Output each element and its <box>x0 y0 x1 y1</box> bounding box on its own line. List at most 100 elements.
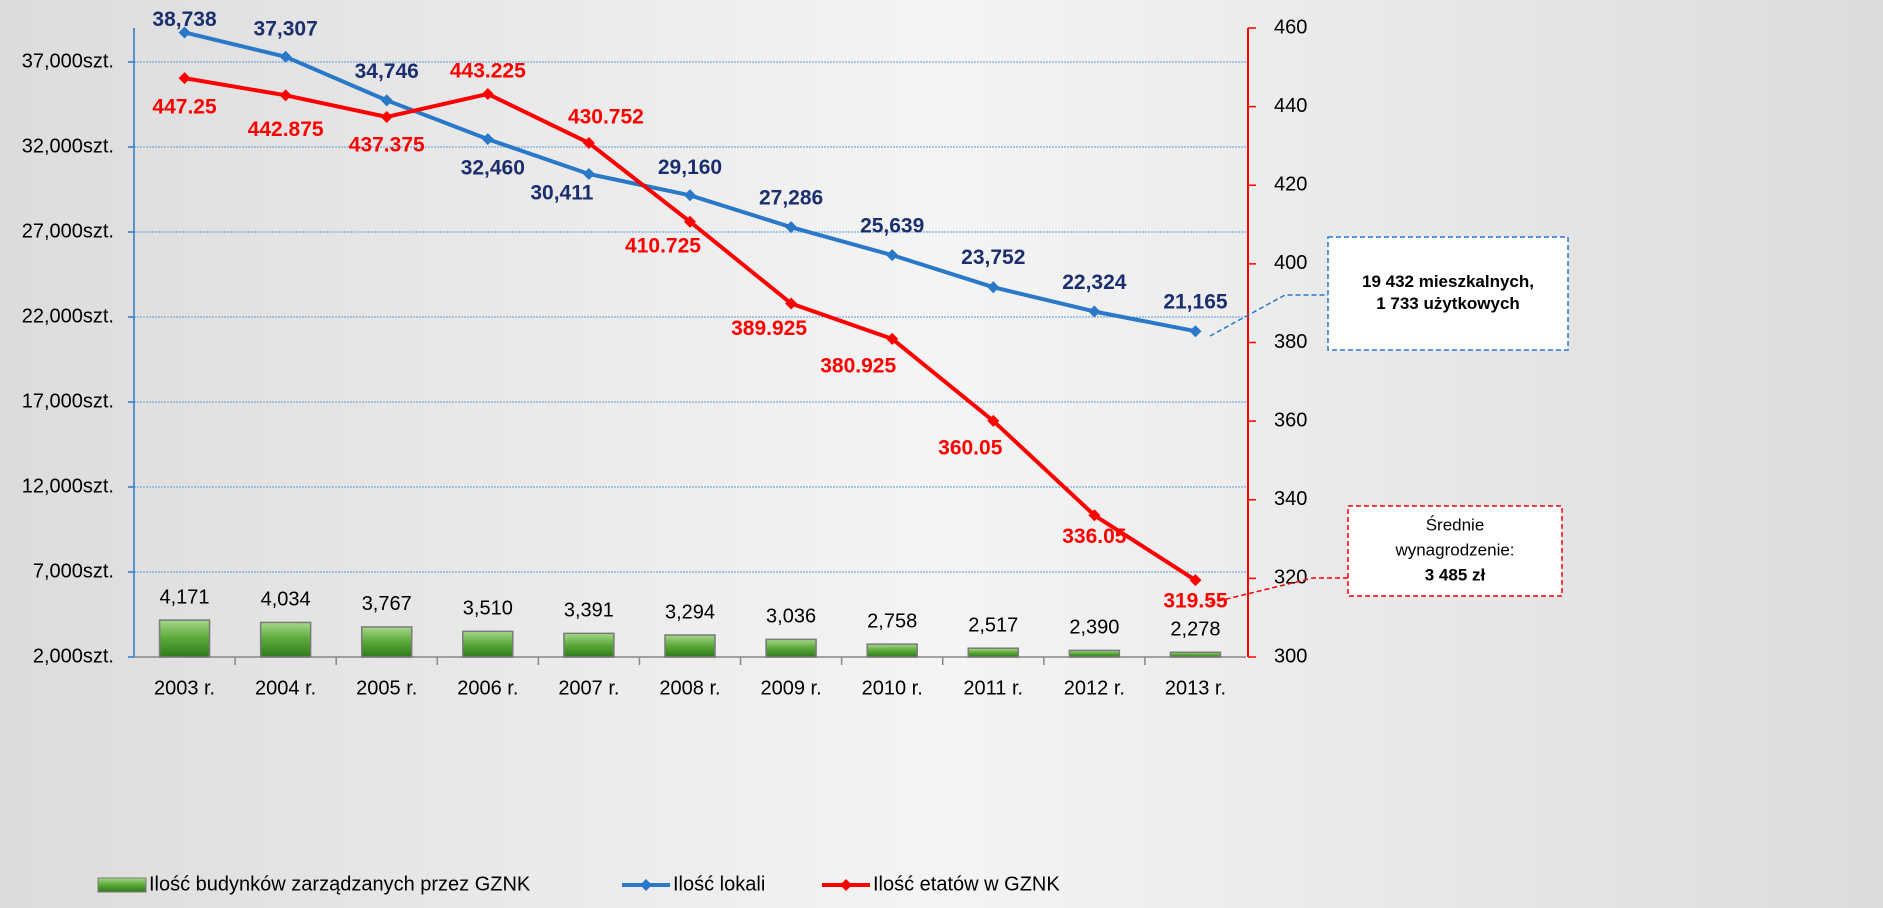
bar-value-label: 4,034 <box>261 589 311 611</box>
y2-tick-label: 400 <box>1274 252 1307 274</box>
y2-tick-label: 460 <box>1274 16 1307 38</box>
point-value-label: 336.05 <box>1062 525 1127 548</box>
bar <box>158 619 211 658</box>
point-value-label: 443.225 <box>450 59 526 82</box>
point-marker <box>380 94 393 107</box>
point-marker <box>279 89 292 102</box>
point-marker <box>380 110 393 123</box>
bar <box>259 621 312 658</box>
point-marker <box>785 221 798 234</box>
y-tick-label: 2,000szt. <box>33 645 114 667</box>
point-marker <box>987 414 1000 427</box>
point-value-label: 389.925 <box>731 317 807 340</box>
bar-value-label: 3,294 <box>665 601 715 623</box>
annotation-connector <box>1209 577 1348 604</box>
point-marker <box>481 133 494 146</box>
legend-label: Ilość budynków zarządzanych przez GZNK <box>149 873 531 895</box>
y-tick-label: 37,000szt. <box>22 50 114 72</box>
point-value-label: 32,460 <box>461 157 525 180</box>
bar-value-label: 2,517 <box>968 614 1018 636</box>
y2-tick-label: 340 <box>1274 488 1307 510</box>
annotation-text: 3 485 zł <box>1425 565 1486 584</box>
x-tick-label: 2011 r. <box>963 677 1023 699</box>
bar <box>866 643 918 658</box>
annotation-text: 1 733 użytkowych <box>1376 294 1520 313</box>
point-value-label: 25,639 <box>860 215 924 238</box>
point-marker <box>481 87 494 100</box>
point-marker <box>886 332 899 345</box>
y2-tick-label: 320 <box>1274 567 1307 589</box>
legend-label: Ilość lokali <box>673 873 765 895</box>
bar <box>462 630 514 658</box>
y-tick-label: 12,000szt. <box>22 475 114 497</box>
bar-value-label: 4,171 <box>160 586 210 608</box>
x-tick-label: 2004 r. <box>255 677 316 699</box>
point-marker <box>1088 509 1101 522</box>
bar <box>1169 651 1222 658</box>
bar <box>563 632 615 658</box>
legend-marker <box>640 879 652 891</box>
point-value-label: 430.752 <box>568 106 644 129</box>
legend-marker <box>840 879 852 891</box>
point-value-label: 27,286 <box>759 187 823 210</box>
point-value-label: 410.725 <box>625 234 701 257</box>
y-tick-label: 32,000szt. <box>22 135 114 157</box>
legend-swatch <box>97 877 147 893</box>
legend-label: Ilość etatów w GZNK <box>873 873 1060 895</box>
point-value-label: 37,307 <box>254 17 318 40</box>
bar <box>765 638 817 658</box>
point-marker <box>987 281 1000 294</box>
point-marker <box>279 50 292 63</box>
y-tick-label: 27,000szt. <box>22 220 114 242</box>
bar <box>1068 649 1121 658</box>
annotation-text: Średnie <box>1426 515 1485 534</box>
bar-value-label: 2,278 <box>1170 619 1220 641</box>
point-value-label: 22,324 <box>1062 271 1127 294</box>
point-marker <box>178 72 191 85</box>
y2-tick-label: 300 <box>1274 645 1307 667</box>
bar-value-label: 3,767 <box>362 593 412 615</box>
x-tick-label: 2003 r. <box>154 677 215 699</box>
point-marker <box>684 189 696 202</box>
point-value-label: 34,746 <box>355 60 419 83</box>
point-marker <box>178 26 191 39</box>
x-tick-label: 2005 r. <box>356 677 417 699</box>
point-marker <box>886 249 899 262</box>
bar <box>360 626 413 658</box>
point-marker <box>1189 325 1202 338</box>
x-tick-label: 2008 r. <box>659 677 720 699</box>
x-tick-label: 2012 r. <box>1064 677 1125 699</box>
point-value-label: 21,165 <box>1163 291 1228 314</box>
point-marker <box>582 136 595 149</box>
bar <box>967 647 1020 658</box>
annotation-connector <box>1209 294 1328 337</box>
point-value-label: 29,160 <box>658 156 722 179</box>
point-value-label: 437.375 <box>349 133 425 156</box>
point-marker <box>684 215 696 228</box>
point-value-label: 380.925 <box>820 354 896 377</box>
point-value-label: 442.875 <box>248 118 324 141</box>
point-value-label: 447.25 <box>152 96 217 119</box>
y-tick-label: 17,000szt. <box>22 390 114 412</box>
x-tick-label: 2013 r. <box>1165 677 1226 699</box>
point-marker <box>1088 305 1101 318</box>
x-tick-label: 2010 r. <box>862 677 923 699</box>
point-marker <box>1189 574 1202 587</box>
point-value-label: 30,411 <box>530 182 593 205</box>
x-tick-label: 2006 r. <box>457 677 518 699</box>
y2-tick-label: 440 <box>1274 95 1307 117</box>
bar <box>664 634 716 658</box>
point-value-label: 23,752 <box>961 246 1025 269</box>
point-value-label: 38,738 <box>152 8 217 31</box>
y2-tick-label: 420 <box>1274 174 1307 196</box>
x-tick-label: 2007 r. <box>558 677 619 699</box>
y-tick-label: 7,000szt. <box>33 560 114 582</box>
bar-value-label: 3,036 <box>766 606 816 628</box>
annotation-box <box>1327 236 1569 351</box>
point-value-label: 360.05 <box>938 436 1003 459</box>
x-tick-label: 2009 r. <box>761 677 822 699</box>
bar-value-label: 2,390 <box>1069 617 1119 639</box>
y2-tick-label: 360 <box>1274 409 1307 431</box>
